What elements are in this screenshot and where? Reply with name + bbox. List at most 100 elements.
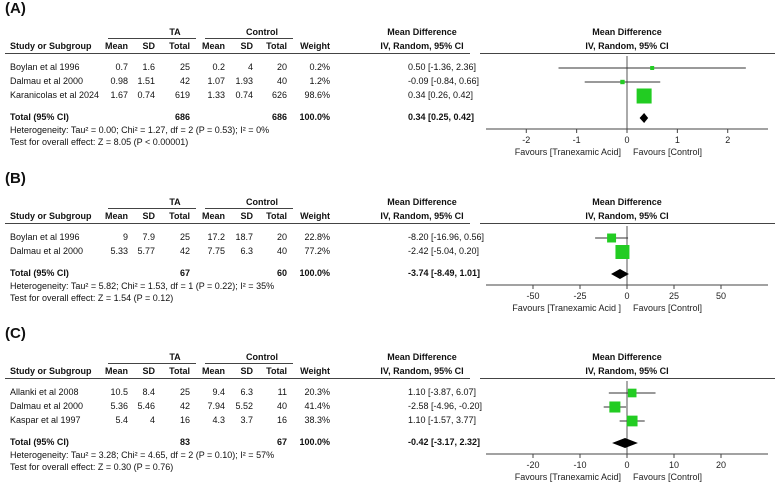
control-total-value: 20 (276, 232, 287, 242)
control-group-header: Control (246, 197, 278, 207)
forest-panel-3: (C) TA Control Mean Difference IV, Random, 9… (0, 325, 780, 490)
weight-value: 22.8% (304, 232, 330, 242)
x-tick-label: 25 (669, 291, 679, 301)
col-c-mean: Mean (201, 211, 225, 221)
control-sd-value: 4 (247, 62, 253, 72)
weight-value: 38.3% (304, 415, 330, 425)
control-mean-value: 1.33 (207, 90, 225, 100)
col-c-total: Total (266, 211, 287, 221)
ta-total-value: 42 (179, 401, 190, 411)
ta-sd-value: 4 (149, 415, 155, 425)
header-rule-right (480, 223, 775, 224)
header-rule-ta (108, 363, 196, 364)
control-mean-value: 9.4 (212, 387, 225, 397)
study-point (650, 66, 655, 70)
col-c-sd: SD (240, 211, 253, 221)
forest-svg: -2 -1 0 1 2 Favours [Tranexamic Acid] Favours … (486, 56, 768, 157)
x-tick-label: 0 (624, 291, 629, 301)
header-rule-left (5, 378, 470, 379)
control-sd-value: 6.3 (240, 246, 253, 256)
control-sd-value: 1.93 (235, 76, 253, 86)
ta-total-value: 16 (179, 415, 190, 425)
study-point (627, 388, 637, 398)
total-weight-value: 100.0% (299, 437, 330, 447)
control-sd-value: 5.52 (235, 401, 253, 411)
col-c-mean: Mean (201, 41, 225, 51)
forest-panel-1: (A) TA Control Mean Difference IV, Random, 9… (0, 0, 780, 165)
ta-total-value: 42 (179, 246, 190, 256)
control-mean-value: 0.2 (212, 62, 225, 72)
x-tick-label: 20 (716, 460, 726, 470)
pooled-diamond (612, 438, 638, 448)
panel-label: (C) (5, 325, 26, 342)
favours-right-label: Favours [Control] (633, 147, 702, 157)
control-mean-value: 1.07 (207, 76, 225, 86)
md-header-subtitle: IV, Random, 95% CI (380, 211, 464, 221)
study-point (607, 233, 617, 243)
header-rule-right (480, 53, 775, 54)
control-total-value: 20 (276, 62, 287, 72)
control-group-header: Control (246, 352, 278, 362)
total-control-value: 60 (276, 268, 287, 278)
ta-total-value: 42 (179, 76, 190, 86)
x-tick-label: 2 (725, 135, 730, 145)
study-name: Kaspar et al 1997 (10, 415, 81, 425)
control-total-value: 40 (276, 76, 287, 86)
x-tick-label: 10 (669, 460, 679, 470)
favours-right-label: Favours [Control] (633, 472, 702, 482)
study-name: Dalmau et al 2000 (10, 76, 84, 86)
x-tick-label: 0 (624, 135, 629, 145)
control-sd-value: 6.3 (240, 387, 253, 397)
total-control-value: 67 (276, 437, 287, 447)
forest-panel-2: (B) TA Control Mean Difference IV, Random, 9… (0, 170, 780, 335)
plot-header-title: Mean Difference (592, 352, 662, 362)
ta-mean-value: 0.98 (110, 76, 128, 86)
md-header-subtitle: IV, Random, 95% CI (380, 41, 464, 51)
favours-left-label: Favours [Tranexamic Acid ] (512, 303, 621, 313)
ta-sd-value: 1.51 (137, 76, 155, 86)
control-sd-value: 3.7 (240, 415, 253, 425)
control-mean-value: 7.94 (207, 401, 225, 411)
plot-header-subtitle: IV, Random, 95% CI (585, 211, 669, 221)
ta-sd-value: 5.77 (137, 246, 155, 256)
ta-mean-value: 1.67 (110, 90, 128, 100)
ta-group-header: TA (169, 352, 181, 362)
ta-mean-value: 5.36 (110, 401, 128, 411)
control-sd-value: 18.7 (235, 232, 253, 242)
x-tick-label: -1 (573, 135, 581, 145)
control-total-value: 40 (276, 246, 287, 256)
x-tick-label: -25 (573, 291, 586, 301)
study-point (609, 401, 621, 413)
study-name: Boylan et al 1996 (10, 232, 80, 242)
col-ta-total: Total (169, 366, 190, 376)
total-ta-value: 686 (174, 112, 190, 122)
col-ta-sd: SD (142, 211, 155, 221)
total-label: Total (95% CI) (10, 268, 69, 278)
col-weight: Weight (300, 366, 330, 376)
header-rule-ta (108, 208, 196, 209)
weight-value: 1.2% (309, 76, 330, 86)
pooled-diamond (611, 269, 629, 279)
total-label: Total (95% CI) (10, 112, 69, 122)
col-c-sd: SD (240, 366, 253, 376)
weight-value: 0.2% (309, 62, 330, 72)
ta-mean-value: 5.4 (115, 415, 128, 425)
study-point (615, 245, 630, 259)
plot-header-subtitle: IV, Random, 95% CI (585, 41, 669, 51)
total-label: Total (95% CI) (10, 437, 69, 447)
x-tick-label: 1 (675, 135, 680, 145)
heterogeneity-text: Heterogeneity: Tau² = 3.28; Chi² = 4.65,… (10, 450, 275, 460)
heterogeneity-text: Heterogeneity: Tau² = 0.00; Chi² = 1.27,… (10, 125, 270, 135)
md-header-title: Mean Difference (387, 197, 457, 207)
md-header-title: Mean Difference (387, 27, 457, 37)
plot-header-subtitle: IV, Random, 95% CI (585, 366, 669, 376)
weight-value: 20.3% (304, 387, 330, 397)
study-point (636, 88, 652, 104)
x-tick-label: 0 (624, 460, 629, 470)
overall-effect-text: Test for overall effect: Z = 1.54 (P = 0… (10, 293, 174, 303)
ta-mean-value: 5.33 (110, 246, 128, 256)
weight-value: 41.4% (304, 401, 330, 411)
control-mean-value: 17.2 (207, 232, 225, 242)
total-weight-value: 100.0% (299, 268, 330, 278)
ta-sd-value: 1.6 (142, 62, 155, 72)
